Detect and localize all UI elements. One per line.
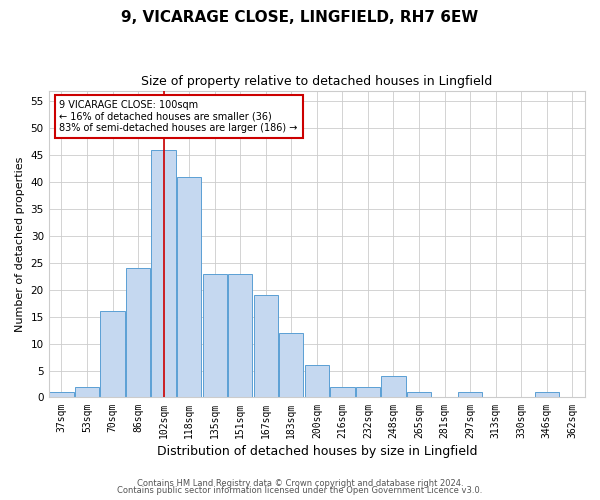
Bar bbox=[458, 392, 482, 398]
Bar bbox=[254, 295, 278, 398]
Bar bbox=[382, 376, 406, 398]
Bar bbox=[100, 312, 125, 398]
Bar bbox=[49, 392, 74, 398]
Text: 9 VICARAGE CLOSE: 100sqm
← 16% of detached houses are smaller (36)
83% of semi-d: 9 VICARAGE CLOSE: 100sqm ← 16% of detach… bbox=[59, 100, 298, 133]
Bar bbox=[305, 365, 329, 398]
Bar bbox=[75, 386, 99, 398]
Bar bbox=[279, 333, 304, 398]
Bar bbox=[535, 392, 559, 398]
Y-axis label: Number of detached properties: Number of detached properties bbox=[15, 156, 25, 332]
Text: Contains public sector information licensed under the Open Government Licence v3: Contains public sector information licen… bbox=[118, 486, 482, 495]
Text: 9, VICARAGE CLOSE, LINGFIELD, RH7 6EW: 9, VICARAGE CLOSE, LINGFIELD, RH7 6EW bbox=[121, 10, 479, 25]
Bar bbox=[126, 268, 150, 398]
Title: Size of property relative to detached houses in Lingfield: Size of property relative to detached ho… bbox=[141, 75, 493, 88]
Bar bbox=[356, 386, 380, 398]
Text: Contains HM Land Registry data © Crown copyright and database right 2024.: Contains HM Land Registry data © Crown c… bbox=[137, 478, 463, 488]
Bar bbox=[330, 386, 355, 398]
Bar bbox=[151, 150, 176, 398]
Bar bbox=[177, 176, 201, 398]
X-axis label: Distribution of detached houses by size in Lingfield: Distribution of detached houses by size … bbox=[157, 444, 477, 458]
Bar bbox=[203, 274, 227, 398]
Bar bbox=[407, 392, 431, 398]
Bar bbox=[228, 274, 253, 398]
